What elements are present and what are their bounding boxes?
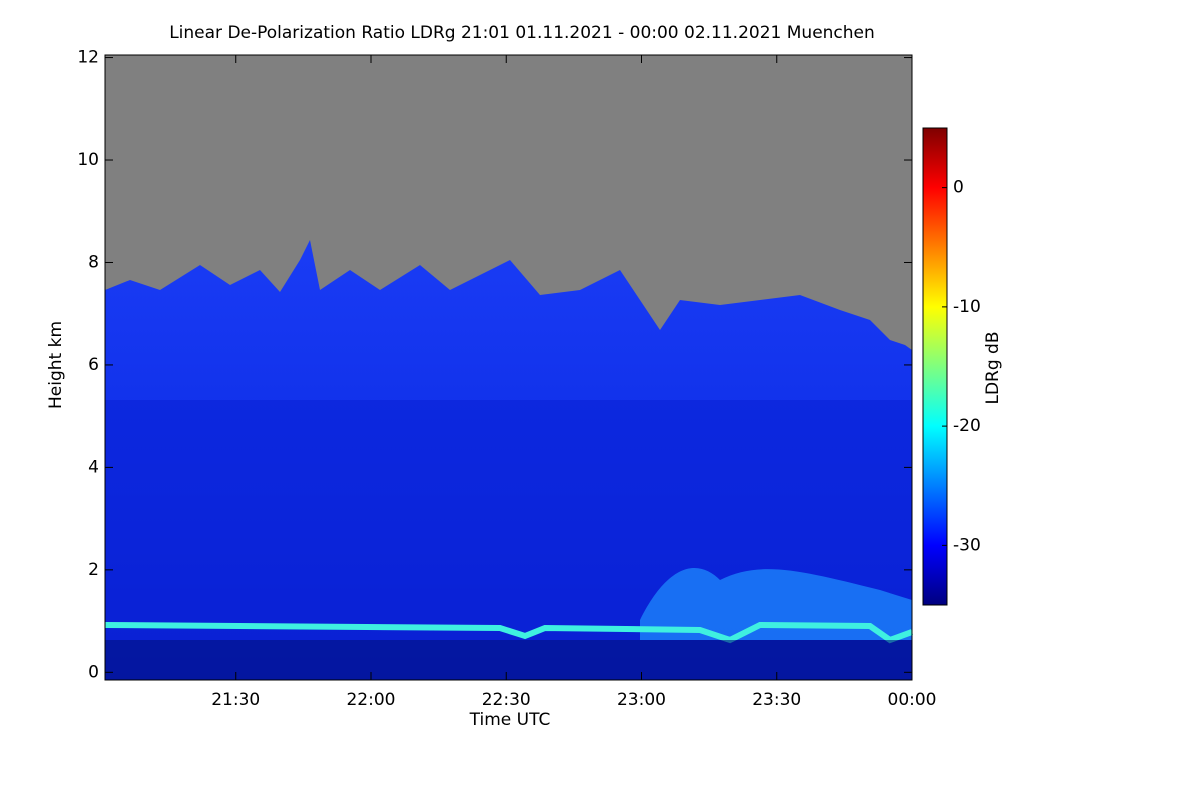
x-tick-label: 23:00 <box>617 690 666 710</box>
colorbar <box>923 128 947 605</box>
heatmap-image <box>104 55 914 680</box>
colorbar-tick-label: 0 <box>953 178 964 198</box>
colorbar-tick-label: -20 <box>953 416 981 436</box>
x-axis-label: Time UTC <box>469 710 551 730</box>
y-tick-label: 2 <box>88 560 99 580</box>
chart-title: Linear De-Polarization Ratio LDRg 21:01 … <box>169 23 875 43</box>
colorbar-tick-label: -10 <box>953 297 981 317</box>
y-tick-label: 0 <box>88 662 99 682</box>
colorbar-frame <box>922 127 948 606</box>
x-tick-label: 00:00 <box>888 690 937 710</box>
x-tick-label: 22:30 <box>482 690 531 710</box>
y-tick-label: 8 <box>88 252 99 272</box>
x-tick-label: 22:00 <box>346 690 395 710</box>
low-cloud <box>640 568 912 640</box>
layer-band <box>104 621 914 644</box>
y-tick-label: 4 <box>88 457 99 477</box>
near-ground <box>105 640 912 680</box>
x-tick-label: 23:30 <box>752 690 801 710</box>
y-tick-label: 10 <box>77 150 99 170</box>
colorbar-tick-label: -30 <box>953 535 981 555</box>
y-tick-label: 12 <box>77 48 99 68</box>
y-tick-label: 6 <box>88 355 99 375</box>
x-tick-label: 21:30 <box>211 690 260 710</box>
colorbar-label: LDRg dB <box>983 331 1003 404</box>
y-axis-label: Height km <box>46 321 66 409</box>
plot-frame <box>104 54 913 681</box>
